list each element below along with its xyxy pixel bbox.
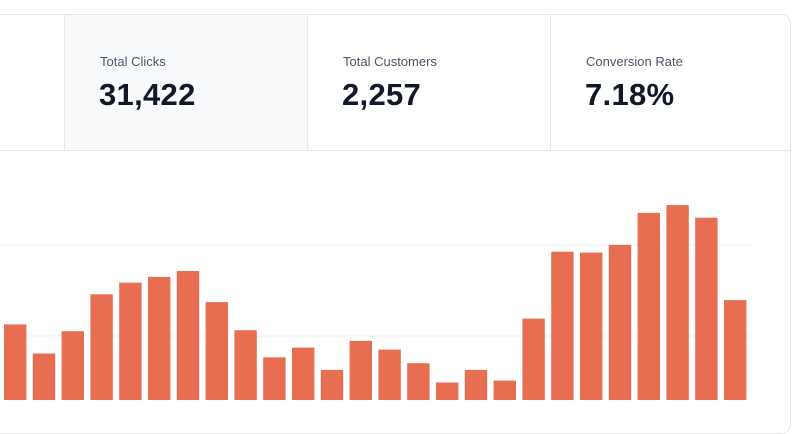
bar-26[interactable] [724,300,747,400]
bar-1[interactable] [4,324,27,400]
stat-value: 31,422 [99,77,196,112]
bar-20[interactable] [551,251,574,400]
bar-10[interactable] [263,357,286,400]
bar-5[interactable] [119,282,142,400]
stat-label: Total Clicks [100,54,166,69]
bar-23[interactable] [637,212,660,400]
stat-value: 7.18% [585,77,675,112]
bar-18[interactable] [493,380,516,400]
stat-label: Conversion Rate [586,54,683,69]
stat-label: Total Customers [343,54,437,69]
stat-tab-total-customers[interactable]: Total Customers 2,257 [308,15,551,150]
bar-19[interactable] [522,318,545,400]
bar-7[interactable] [176,271,200,400]
stat-tab-conversion-rate[interactable]: Conversion Rate 7.18% [551,15,790,150]
bar-16[interactable] [436,382,459,401]
bar-22[interactable] [608,244,632,400]
bar-2[interactable] [32,353,56,401]
stat-tab-total-clicks[interactable]: Total Clicks 31,422 [65,15,308,150]
stat-value: 2,257 [342,77,422,112]
bar-13[interactable] [349,340,372,400]
bar-25[interactable] [695,217,718,400]
bar-21[interactable] [580,252,603,400]
bar-6[interactable] [148,276,171,400]
bar-14[interactable] [378,349,401,400]
bar-chart-svg [0,205,752,401]
bar-12[interactable] [320,369,344,400]
bar-8[interactable] [205,302,228,400]
bar-9[interactable] [234,330,257,400]
bar-3[interactable] [61,331,84,400]
bar-17[interactable] [464,369,488,400]
stats-row: Total Clicks 31,422 Total Customers 2,25… [0,15,790,151]
bar-11[interactable] [292,347,315,400]
stat-tab-previous[interactable] [0,15,65,150]
bar-chart [0,150,800,400]
bar-15[interactable] [407,363,430,400]
bar-24[interactable] [666,205,689,400]
bar-4[interactable] [90,294,113,400]
